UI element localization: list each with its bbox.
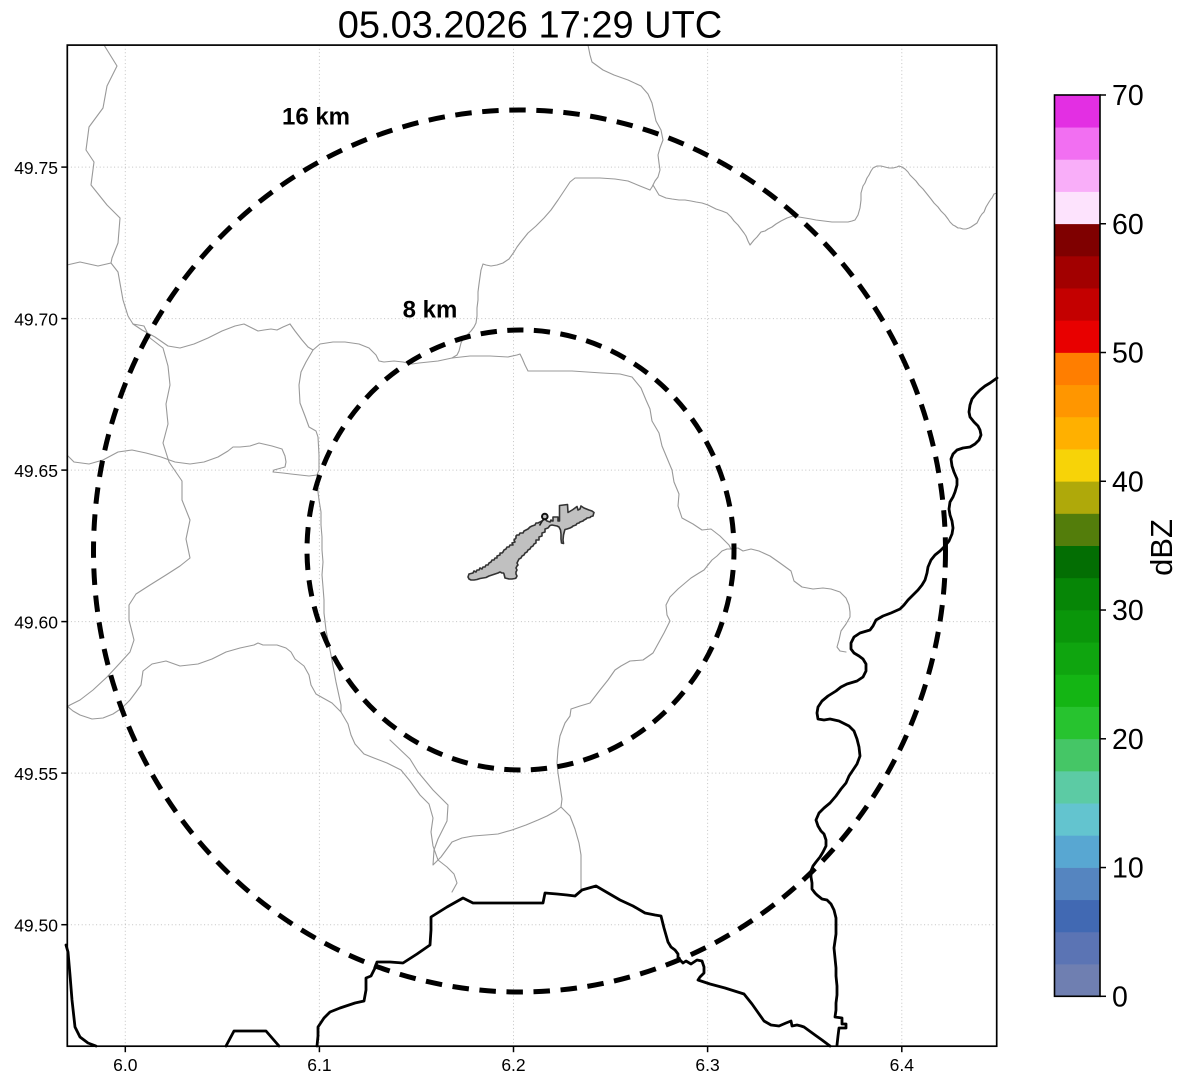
svg-text:70: 70 — [1112, 80, 1144, 112]
svg-text:30: 30 — [1112, 595, 1144, 627]
svg-text:6.4: 6.4 — [890, 1055, 915, 1075]
svg-text:10: 10 — [1112, 853, 1144, 885]
svg-text:6.2: 6.2 — [501, 1055, 525, 1075]
svg-text:49.55: 49.55 — [14, 764, 58, 784]
svg-text:49.65: 49.65 — [14, 461, 58, 481]
svg-text:49.75: 49.75 — [14, 158, 58, 178]
svg-text:6.1: 6.1 — [307, 1055, 331, 1075]
svg-text:50: 50 — [1112, 338, 1144, 370]
svg-text:49.50: 49.50 — [14, 916, 58, 936]
svg-text:8 km: 8 km — [403, 297, 458, 324]
svg-text:05.03.2026 17:29 UTC: 05.03.2026 17:29 UTC — [338, 5, 723, 47]
svg-text:0: 0 — [1112, 982, 1128, 1014]
svg-text:dBZ: dBZ — [1144, 519, 1179, 576]
svg-text:49.70: 49.70 — [14, 310, 58, 330]
svg-text:49.60: 49.60 — [14, 613, 58, 633]
svg-text:16 km: 16 km — [282, 104, 350, 131]
svg-text:6.0: 6.0 — [113, 1055, 138, 1075]
svg-text:6.3: 6.3 — [695, 1055, 719, 1075]
svg-text:60: 60 — [1112, 209, 1144, 241]
svg-text:40: 40 — [1112, 466, 1144, 498]
svg-text:20: 20 — [1112, 724, 1144, 756]
